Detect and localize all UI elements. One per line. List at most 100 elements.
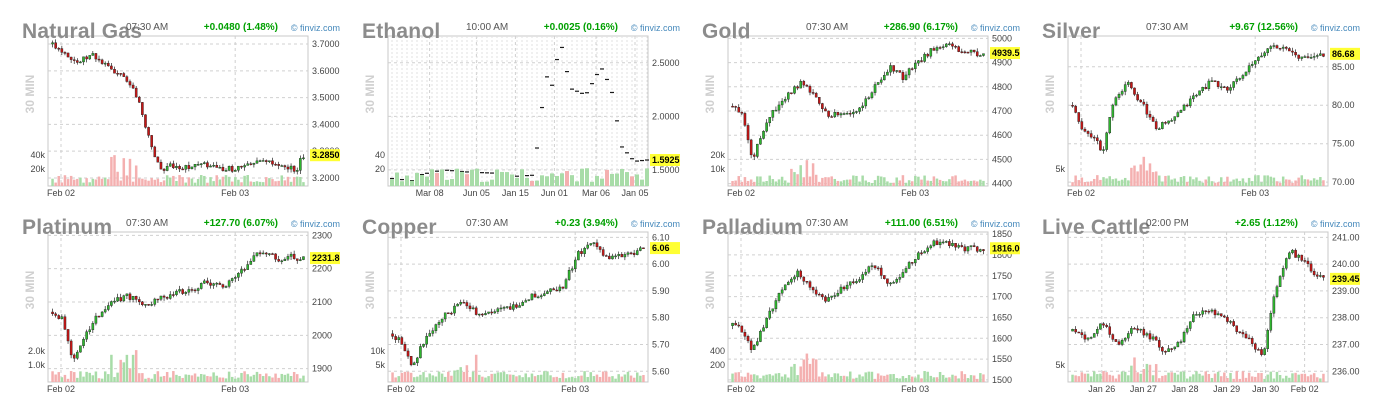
volume-bar bbox=[480, 181, 484, 186]
candle-body bbox=[144, 304, 147, 306]
chart-panel-copper[interactable]: 6.10 6.00 5.90 5.80 5.70 5.60 Feb 02 Feb 03 30 M… bbox=[340, 196, 680, 392]
candle-body bbox=[258, 252, 262, 255]
volume-bar bbox=[615, 173, 619, 186]
volume-bar bbox=[796, 375, 799, 382]
volume-bar bbox=[490, 373, 493, 382]
candle-body bbox=[759, 330, 762, 342]
candle-body bbox=[1306, 260, 1310, 264]
brand-link[interactable]: © finviz.com bbox=[630, 219, 680, 229]
price-change: +0.0025 (0.16%) bbox=[543, 22, 618, 33]
volume-bar bbox=[914, 175, 917, 186]
chart-title[interactable]: Silver bbox=[1042, 20, 1101, 43]
volume-bar bbox=[938, 371, 942, 382]
chart-title[interactable]: Natural Gas bbox=[22, 20, 143, 43]
volume-bar bbox=[540, 175, 544, 186]
brand-link[interactable]: © finviz.com bbox=[970, 219, 1020, 229]
volume-bar bbox=[1213, 182, 1217, 186]
candle-body bbox=[1216, 81, 1220, 87]
chart-panel-ethanol[interactable]: 2.5000 2.0000 1.5000 Mar 08 Jun 05 Jan 15 Jun … bbox=[340, 0, 680, 196]
candle-body bbox=[954, 46, 957, 48]
volume-bar bbox=[1322, 373, 1325, 382]
candle-body bbox=[914, 259, 917, 264]
volume-bar bbox=[608, 376, 611, 382]
volume-bar bbox=[635, 174, 639, 186]
chart-title[interactable]: Live Cattle bbox=[1042, 216, 1151, 239]
y-tick-label: 237.00 bbox=[1332, 340, 1360, 350]
brand-link[interactable]: © finviz.com bbox=[630, 23, 680, 33]
candle-body bbox=[1319, 53, 1322, 56]
volume-bar bbox=[521, 377, 524, 382]
candle-body bbox=[524, 300, 528, 303]
candle-body bbox=[187, 289, 191, 293]
chart-title[interactable]: Copper bbox=[362, 216, 437, 239]
volume-bar bbox=[1158, 175, 1161, 186]
candle-body bbox=[1207, 80, 1211, 90]
candle-body bbox=[1291, 50, 1294, 53]
volume-bar bbox=[1309, 374, 1313, 382]
volume-bar bbox=[1105, 178, 1108, 186]
candle-body bbox=[1219, 313, 1223, 317]
chart-panel-silver[interactable]: 85.00 80.00 75.00 70.00 Feb 02 Feb 03 30 MIN 5k… bbox=[1020, 0, 1360, 196]
volume-bar bbox=[134, 350, 138, 382]
volume-bar bbox=[1099, 179, 1102, 186]
side-label: 30 MIN bbox=[363, 75, 377, 114]
candle-body bbox=[855, 111, 858, 113]
volume-bar bbox=[193, 373, 197, 382]
volume-bar bbox=[1182, 371, 1186, 382]
volume-tick-label: 5k bbox=[375, 360, 385, 370]
volume-bar bbox=[1294, 180, 1297, 186]
candle-body bbox=[1071, 329, 1074, 332]
chart-title[interactable]: Platinum bbox=[22, 216, 113, 239]
candle-body bbox=[1266, 330, 1269, 349]
candle-body bbox=[203, 280, 206, 284]
candle-body bbox=[1223, 86, 1226, 88]
candle-body bbox=[1207, 310, 1211, 313]
chart-panel-gold[interactable]: 5000 4900 4800 4700 4600 4500 4400 Feb 02 Feb 03… bbox=[680, 0, 1020, 196]
candle-body bbox=[632, 252, 636, 255]
chart-panel-palladium[interactable]: 1850 1800 1750 1700 1650 1600 1550 1500 Feb 02 Fe… bbox=[680, 196, 1020, 392]
candle-body bbox=[1188, 98, 1192, 107]
candle-body bbox=[425, 335, 428, 345]
chart-title[interactable]: Palladium bbox=[702, 216, 803, 239]
candle-body bbox=[1148, 333, 1152, 340]
brand-link[interactable]: © finviz.com bbox=[1310, 219, 1360, 229]
chart-panel-natural-gas[interactable]: 3.70003.60003.50003.40003.30003.2000Feb … bbox=[0, 0, 340, 196]
candle-body bbox=[131, 84, 135, 89]
chart-panel-live-cattle[interactable]: 241.00 240.00 239.00 238.00 237.00 236.00 Jan … bbox=[1020, 196, 1360, 392]
candle-body bbox=[932, 48, 936, 51]
brand-link[interactable]: © finviz.com bbox=[1310, 23, 1360, 33]
volume-bar bbox=[72, 372, 76, 382]
candle-body bbox=[422, 343, 425, 347]
chart-title[interactable]: Ethanol bbox=[362, 20, 441, 43]
brand-link[interactable]: © finviz.com bbox=[970, 23, 1020, 33]
candle-body bbox=[1086, 131, 1090, 134]
volume-bar bbox=[97, 176, 101, 186]
candle-body bbox=[1170, 348, 1173, 350]
candle-body bbox=[505, 306, 509, 308]
volume-bar bbox=[1278, 375, 1282, 382]
candle-body bbox=[867, 97, 871, 99]
volume-bar bbox=[409, 372, 413, 382]
brand-link[interactable]: © finviz.com bbox=[290, 219, 340, 229]
candle-body bbox=[929, 48, 933, 57]
brand-link[interactable]: © finviz.com bbox=[290, 23, 340, 33]
candle-body bbox=[206, 162, 209, 168]
candle-body bbox=[774, 109, 778, 112]
candle-body bbox=[740, 325, 744, 333]
candle-body bbox=[1120, 91, 1124, 95]
candle-body bbox=[116, 297, 119, 302]
candle-body bbox=[611, 255, 614, 260]
volume-bar bbox=[465, 174, 469, 186]
candle-body bbox=[1074, 329, 1077, 333]
chart-title[interactable]: Gold bbox=[702, 20, 751, 43]
candle-body bbox=[518, 305, 521, 308]
volume-bar bbox=[567, 377, 571, 382]
volume-bar bbox=[1117, 180, 1121, 186]
candle-body bbox=[277, 259, 280, 262]
candle-body bbox=[592, 242, 596, 244]
candle-body bbox=[175, 166, 178, 169]
chart-panel-platinum[interactable]: 2300 2200 2100 2000 1900 Feb 02 Feb 03 30 MIN 2.… bbox=[0, 196, 340, 392]
candle-body bbox=[477, 313, 481, 316]
volume-bar bbox=[1223, 372, 1226, 382]
volume-bar bbox=[1111, 375, 1115, 382]
